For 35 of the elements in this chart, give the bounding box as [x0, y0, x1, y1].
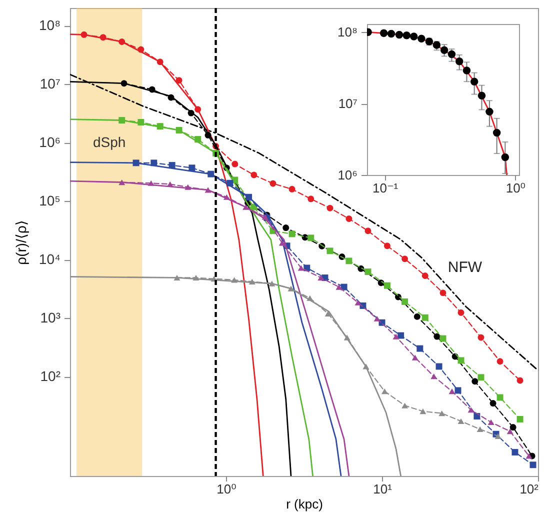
y-axis-title: ρ(r)/⟨ρ⟩	[12, 220, 29, 265]
point	[440, 46, 448, 54]
point	[501, 153, 510, 162]
y-tick-label: 10³	[40, 310, 61, 326]
y-tick-label: 10⁷	[40, 76, 60, 92]
y-tick-label: 10⁸	[338, 24, 358, 40]
y-tick-label: 10⁸	[39, 17, 61, 34]
y-tick-label: 10⁶	[39, 134, 60, 150]
point	[455, 57, 464, 66]
y-tick-label: 10⁶	[338, 168, 358, 182]
point	[432, 41, 441, 49]
y-tick-label: 10²	[40, 368, 61, 384]
point	[492, 128, 501, 137]
point	[402, 32, 410, 40]
annotation: NFW	[448, 259, 483, 276]
point	[410, 32, 418, 40]
point	[470, 78, 478, 86]
point	[448, 50, 456, 58]
point	[380, 29, 388, 37]
x-tick-label: 10¹	[373, 482, 393, 496]
x-tick-label: 10²	[520, 482, 540, 496]
x-axis-title: r (kpc)	[286, 496, 323, 512]
point	[486, 108, 494, 116]
y-tick-label: 10⁷	[338, 96, 358, 112]
point	[395, 30, 404, 39]
y-tick-label: 10⁵	[39, 192, 60, 209]
point	[387, 30, 396, 38]
y-tick-label: 10⁴	[38, 251, 60, 268]
point	[462, 66, 471, 74]
x-tick-label: 10⁰	[506, 180, 526, 196]
band-label: dSph	[92, 134, 126, 150]
point	[478, 92, 486, 100]
x-tick-label: 10⁰	[216, 482, 236, 496]
point	[418, 34, 426, 43]
x-tick-label: 10⁻¹	[372, 180, 399, 196]
